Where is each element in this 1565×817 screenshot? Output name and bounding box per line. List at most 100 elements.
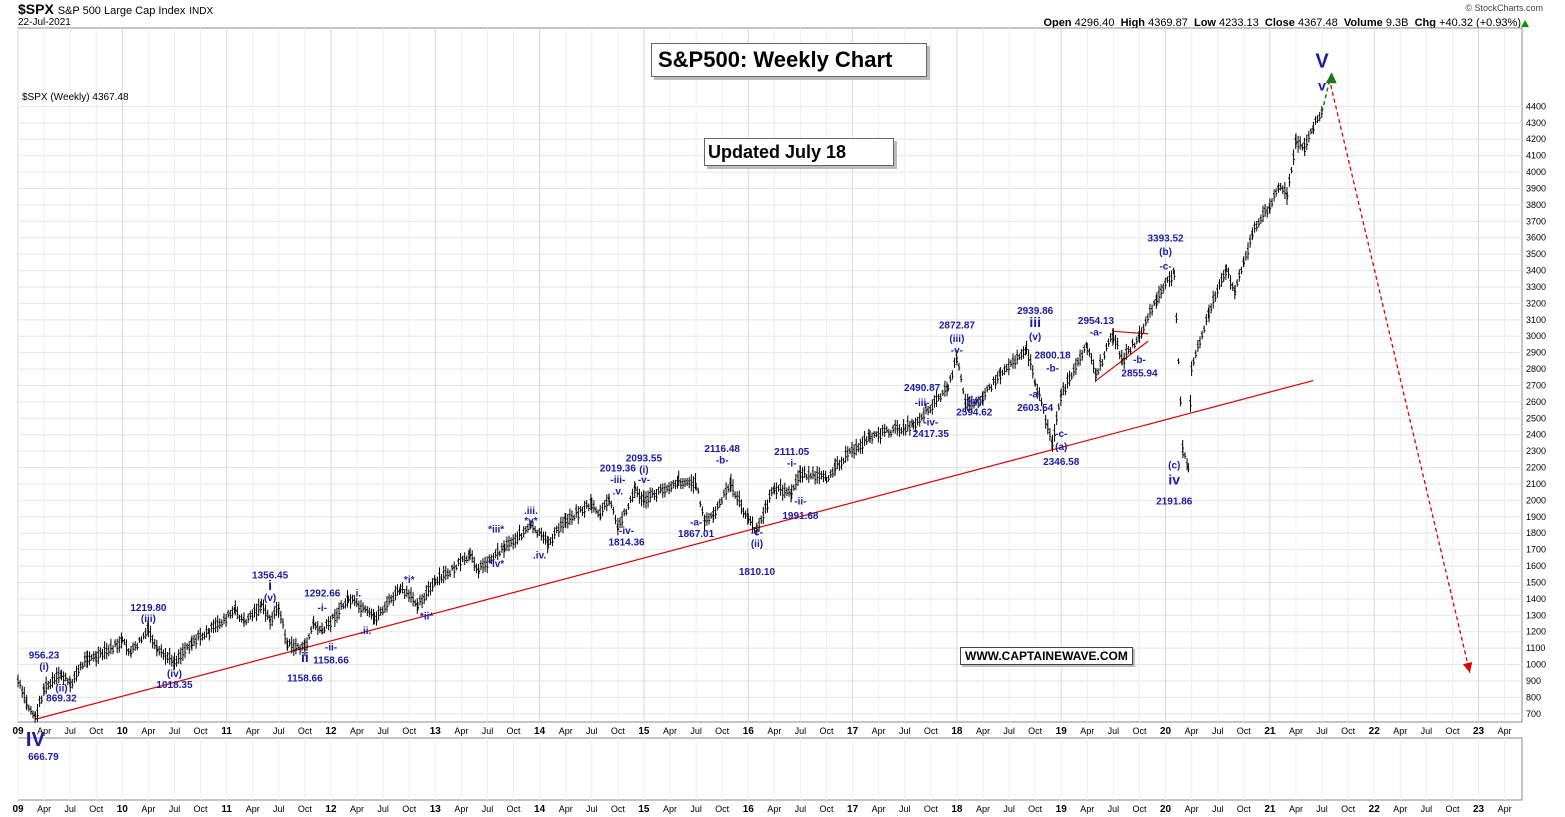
wave-label: ii	[301, 649, 309, 665]
wave-label: 2954.13	[1078, 316, 1115, 327]
x-tick-label: 20	[1160, 726, 1172, 737]
exchange: INDX	[189, 6, 214, 17]
y-tick-label: 2300	[1526, 446, 1546, 456]
y-tick-label: 4100	[1526, 151, 1546, 161]
x-tick-label: Apr	[1289, 726, 1303, 736]
x-tick-label: Apr	[663, 726, 677, 736]
x-tick-label-lower: Jul	[482, 804, 494, 814]
y-tick-label: 2900	[1526, 348, 1546, 358]
x-tick-label: Apr	[141, 726, 155, 736]
x-tick-label-lower: Oct	[820, 804, 835, 814]
y-tick-label: 2000	[1526, 495, 1546, 505]
x-tick-label: Apr	[454, 726, 468, 736]
projection-down-arrowhead	[1462, 662, 1473, 673]
x-tick-label-lower: Apr	[1393, 804, 1407, 814]
x-tick-label-lower: 22	[1369, 804, 1381, 815]
x-tick-label: Jul	[586, 726, 598, 736]
wave-label-iv-bottom: IV	[26, 729, 46, 751]
y-tick-label: 700	[1526, 709, 1541, 719]
wave-label: (i)	[639, 465, 648, 476]
chart-title: S&P500: Weekly Chart	[651, 43, 927, 77]
series-legend: $SPX (Weekly) 4367.48	[22, 92, 129, 103]
wave-label: (b)	[1159, 247, 1172, 258]
x-tick-label: Oct	[820, 726, 835, 736]
wave-label: -iv-	[619, 526, 634, 537]
wave-label: 956.23	[29, 651, 60, 662]
x-tick-label-lower: Jul	[169, 804, 181, 814]
triangle-line	[1113, 330, 1149, 335]
x-tick-label: 09	[12, 726, 24, 737]
y-tick-label: 1700	[1526, 545, 1546, 555]
x-tick-label-lower: Jul	[899, 804, 911, 814]
x-tick-label: Apr	[350, 726, 364, 736]
x-tick-label-lower: Jul	[1212, 804, 1224, 814]
wave-label: .iii.	[524, 506, 538, 517]
x-tick-label-lower: Jul	[64, 804, 76, 814]
x-tick-label-lower: 11	[221, 804, 232, 815]
y-tick-label: 1100	[1526, 643, 1545, 653]
watermark: WWW.CAPTAINEWAVE.COM	[960, 647, 1133, 665]
wave-label: 2800.18	[1034, 350, 1071, 361]
wave-label: -a-	[690, 518, 702, 529]
wave-label: 1292.66	[304, 588, 341, 599]
x-tick-label: Jul	[482, 726, 494, 736]
copyright: © StockCharts.com	[1465, 3, 1543, 13]
y-tick-label: 1000	[1526, 660, 1546, 670]
projection-down-line	[1330, 84, 1471, 673]
x-tick-label: Oct	[1132, 726, 1147, 736]
wave-label: .iv.	[533, 551, 546, 562]
y-tick-label: 4000	[1526, 167, 1546, 177]
x-tick-label-lower: Oct	[1237, 804, 1252, 814]
x-tick-label-lower: Oct	[89, 804, 104, 814]
wave-label: *iii*	[488, 524, 504, 535]
y-tick-label: 3700	[1526, 216, 1546, 226]
x-tick-label: Oct	[89, 726, 104, 736]
x-tick-label-lower: 16	[743, 804, 755, 815]
wave-label: 1219.80	[130, 603, 167, 614]
x-tick-label-lower: 18	[951, 804, 963, 815]
wave-label: 1810.10	[739, 567, 776, 578]
wave-label: (ii)	[55, 684, 67, 695]
x-tick-label: Jul	[169, 726, 181, 736]
x-tick-label: 17	[847, 726, 859, 737]
wave-label: 2490.87	[904, 383, 941, 394]
trendline	[35, 379, 1314, 720]
x-tick-label-lower: 20	[1160, 804, 1172, 815]
x-tick-label-lower: Oct	[298, 804, 313, 814]
wave-label: *ii*	[420, 611, 433, 622]
x-tick-label-lower: 23	[1473, 804, 1485, 815]
x-tick-label-lower: Oct	[924, 804, 939, 814]
x-tick-label: 19	[1056, 726, 1068, 737]
x-tick-label: Apr	[246, 726, 260, 736]
y-tick-label: 3000	[1526, 331, 1546, 341]
wave-label: 1158.66	[313, 656, 349, 667]
x-tick-label-lower: Oct	[507, 804, 522, 814]
y-tick-label: 4200	[1526, 134, 1546, 144]
symbol: $SPX	[18, 1, 54, 17]
y-tick-label: 2400	[1526, 430, 1546, 440]
x-tick-label: Oct	[1237, 726, 1252, 736]
y-tick-label: 1900	[1526, 512, 1546, 522]
index-name: S&P 500 Large Cap Index	[57, 5, 186, 17]
x-tick-label: 15	[638, 726, 650, 737]
y-tick-label: 1300	[1526, 610, 1546, 620]
y-tick-label: 1600	[1526, 561, 1546, 571]
wave-label: -c-	[1159, 262, 1171, 273]
x-tick-label-lower: Apr	[872, 804, 886, 814]
x-tick-label: Jul	[1316, 726, 1328, 736]
wave-label: .i.	[353, 588, 362, 599]
x-tick-label: Apr	[1185, 726, 1199, 736]
x-tick-label-lower: Oct	[194, 804, 209, 814]
wave-label: iii	[1029, 314, 1041, 330]
wave-label: (iv)	[967, 396, 982, 407]
wave-label: -v-	[638, 475, 650, 486]
date: 22-Jul-2021	[18, 17, 71, 28]
x-tick-label-lower: 19	[1056, 804, 1068, 815]
x-tick-label-lower: Apr	[1289, 804, 1303, 814]
y-tick-label: 2600	[1526, 397, 1546, 407]
y-tick-label: 3900	[1526, 183, 1546, 193]
x-tick-label-lower: Apr	[1498, 804, 1512, 814]
x-tick-label: 13	[430, 726, 442, 737]
wave-label: (iv)	[167, 669, 182, 680]
wave-label: -b-	[716, 455, 729, 466]
